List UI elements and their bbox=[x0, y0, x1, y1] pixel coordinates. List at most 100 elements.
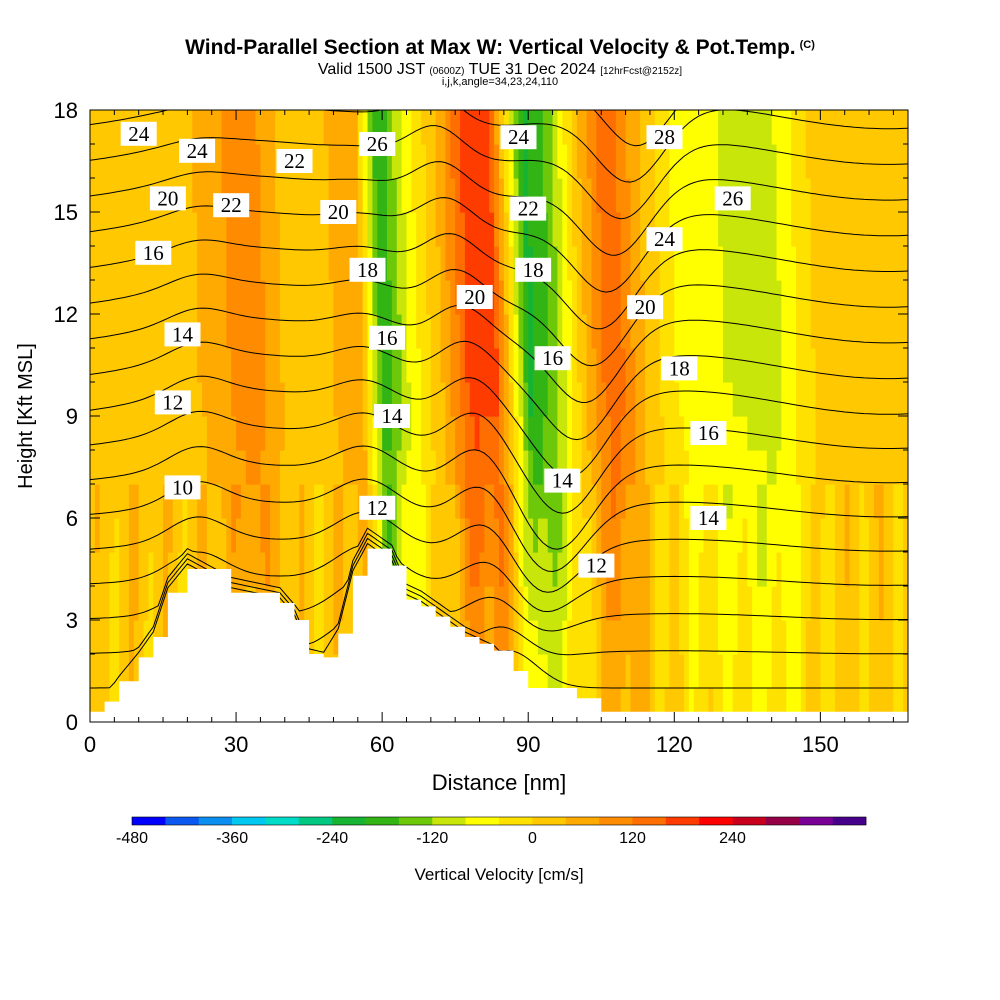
velocity-cell bbox=[679, 654, 685, 689]
velocity-cell bbox=[606, 144, 612, 179]
velocity-cell bbox=[435, 518, 442, 553]
velocity-cell bbox=[581, 348, 588, 383]
velocity-cell bbox=[143, 144, 150, 179]
velocity-cell bbox=[494, 246, 500, 281]
velocity-cell bbox=[664, 314, 671, 349]
velocity-cell bbox=[591, 484, 597, 519]
velocity-cell bbox=[815, 382, 821, 417]
velocity-cell bbox=[387, 246, 393, 281]
label-box bbox=[154, 390, 191, 415]
velocity-cell bbox=[313, 620, 320, 655]
velocity-cell bbox=[635, 518, 641, 553]
velocity-cell bbox=[240, 484, 247, 519]
velocity-cell bbox=[236, 416, 242, 451]
velocity-cell bbox=[873, 654, 880, 689]
velocity-cell bbox=[250, 416, 257, 451]
velocity-cell bbox=[693, 212, 700, 247]
velocity-cell bbox=[761, 484, 768, 519]
velocity-cell bbox=[752, 450, 758, 485]
velocity-cell bbox=[250, 144, 257, 179]
velocity-cell bbox=[869, 212, 875, 247]
velocity-cell bbox=[484, 212, 490, 247]
velocity-cell bbox=[757, 688, 763, 722]
velocity-cell bbox=[581, 620, 588, 655]
velocity-cell bbox=[343, 246, 349, 281]
velocity-cell bbox=[688, 110, 695, 145]
x-tick-label: 120 bbox=[656, 732, 693, 757]
velocity-cell bbox=[348, 144, 354, 179]
velocity-cell bbox=[606, 280, 612, 315]
velocity-cell bbox=[338, 144, 344, 179]
velocity-cell bbox=[703, 654, 709, 689]
velocity-cell bbox=[552, 620, 559, 655]
velocity-cell bbox=[757, 212, 763, 247]
velocity-cell bbox=[610, 144, 617, 179]
velocity-cell bbox=[435, 450, 442, 485]
velocity-cell bbox=[114, 450, 120, 485]
velocity-cell bbox=[766, 416, 773, 451]
velocity-cell bbox=[635, 654, 641, 689]
velocity-cell bbox=[537, 314, 544, 349]
velocity-cell bbox=[270, 518, 276, 553]
velocity-cell bbox=[275, 484, 281, 519]
velocity-cell bbox=[839, 416, 846, 451]
velocity-cell bbox=[601, 178, 607, 213]
velocity-cell bbox=[484, 552, 490, 587]
isentrope-label: 16 bbox=[534, 346, 571, 371]
velocity-cell bbox=[757, 382, 763, 417]
velocity-cell bbox=[586, 246, 593, 281]
velocity-cell bbox=[401, 144, 408, 179]
velocity-cell bbox=[484, 110, 490, 145]
velocity-cell bbox=[309, 586, 315, 621]
velocity-cell bbox=[576, 314, 583, 349]
velocity-cell bbox=[90, 280, 96, 315]
velocity-cell bbox=[362, 212, 369, 247]
colorbar-swatch bbox=[398, 817, 433, 825]
velocity-cell bbox=[757, 620, 763, 655]
velocity-cell bbox=[625, 382, 632, 417]
velocity-cell bbox=[328, 110, 335, 145]
velocity-cell bbox=[533, 518, 539, 553]
velocity-cell bbox=[323, 586, 330, 621]
velocity-cell bbox=[810, 280, 817, 315]
velocity-cell bbox=[221, 450, 227, 485]
velocity-cell bbox=[883, 144, 890, 179]
velocity-cell bbox=[537, 450, 544, 485]
velocity-cell bbox=[133, 280, 140, 315]
velocity-cell bbox=[615, 110, 622, 145]
velocity-cell bbox=[781, 654, 787, 689]
velocity-cell bbox=[557, 450, 563, 485]
x-tick-label: 150 bbox=[802, 732, 839, 757]
velocity-cell bbox=[649, 586, 656, 621]
velocity-cell bbox=[94, 348, 101, 383]
velocity-cell bbox=[713, 586, 719, 621]
velocity-cell bbox=[839, 552, 846, 587]
velocity-cell bbox=[781, 110, 787, 145]
velocity-cell bbox=[649, 688, 656, 722]
velocity-cell bbox=[830, 518, 836, 553]
velocity-cell bbox=[352, 212, 359, 247]
velocity-cell bbox=[479, 314, 485, 349]
velocity-cell bbox=[411, 484, 417, 519]
velocity-cell bbox=[732, 382, 739, 417]
velocity-cell bbox=[834, 654, 841, 689]
velocity-cell bbox=[684, 212, 690, 247]
velocity-cell bbox=[469, 246, 476, 281]
velocity-cell bbox=[825, 416, 831, 451]
velocity-cell bbox=[313, 110, 320, 145]
velocity-cell bbox=[591, 246, 597, 281]
velocity-cell bbox=[114, 178, 120, 213]
velocity-cell bbox=[761, 280, 768, 315]
velocity-cell bbox=[425, 144, 432, 179]
velocity-cell bbox=[430, 212, 437, 247]
velocity-cell bbox=[791, 144, 797, 179]
velocity-cell bbox=[839, 212, 846, 247]
velocity-cell bbox=[708, 280, 714, 315]
velocity-cell bbox=[586, 382, 593, 417]
velocity-cell bbox=[313, 382, 320, 417]
velocity-cell bbox=[177, 280, 184, 315]
velocity-cell bbox=[299, 518, 305, 553]
velocity-cell bbox=[859, 212, 865, 247]
velocity-cell bbox=[718, 654, 724, 689]
velocity-cell bbox=[757, 246, 763, 281]
